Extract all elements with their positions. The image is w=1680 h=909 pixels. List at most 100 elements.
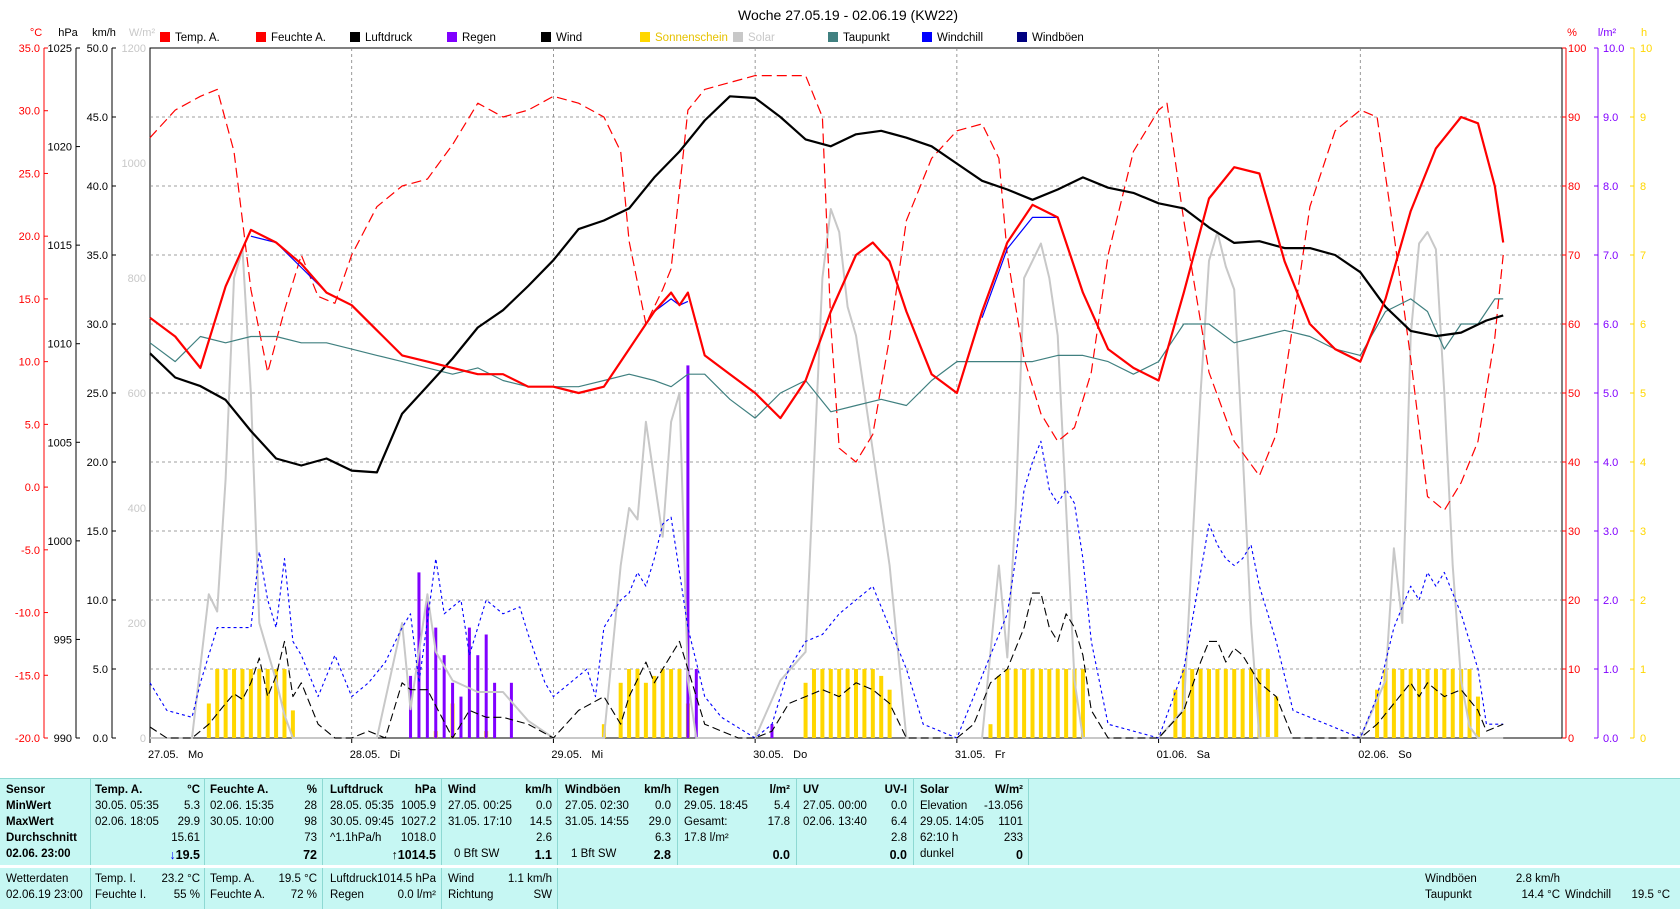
chart-legend: Temp. A. Feuchte A. Luftdruck Regen Wind Sonn… bbox=[160, 32, 1084, 44]
legend-swatch bbox=[350, 32, 360, 42]
wind-max-time: 31.05. 17:10 bbox=[448, 816, 512, 828]
rain-tick-label: 0.0 bbox=[1603, 733, 1618, 745]
sunshine-bar bbox=[248, 669, 253, 738]
temp-tick-label: -5.0 bbox=[21, 545, 40, 557]
footer-regen-label: Regen bbox=[330, 889, 364, 901]
legend-swatch bbox=[160, 32, 170, 42]
sunshine-bar bbox=[206, 703, 211, 738]
rain-bar bbox=[686, 365, 690, 738]
sunshine-bar bbox=[669, 669, 674, 738]
x-tick-label: 28.05. bbox=[350, 749, 381, 761]
temp-tick-label: 30.0 bbox=[19, 106, 40, 118]
x-tick-day: Fr bbox=[995, 749, 1006, 761]
x-tick-day: Sa bbox=[1197, 749, 1211, 761]
footer-temp-a-label: Temp. A. bbox=[210, 873, 255, 885]
sun-tick-label: 5 bbox=[1640, 388, 1646, 400]
pressure-tick-label: 1020 bbox=[48, 142, 72, 154]
gust-header: Windböen bbox=[565, 784, 621, 796]
legend-swatch bbox=[640, 32, 650, 42]
statistics-panel: Sensor MinWert MaxWert Durchschnitt 02.0… bbox=[0, 778, 1680, 865]
sunshine-bar bbox=[887, 689, 892, 738]
wind-tick-label: 15.0 bbox=[87, 526, 108, 538]
pressure-tick-label: 990 bbox=[54, 733, 72, 745]
sunshine-bar bbox=[1013, 669, 1018, 738]
footer-luftdruck: 1014.5 hPa bbox=[377, 873, 436, 885]
x-tick-day: So bbox=[1398, 749, 1411, 761]
row-current-label: 02.06. 23:00 bbox=[6, 848, 71, 860]
wind-tick-label: 45.0 bbox=[87, 112, 108, 124]
footer-feuchte-a: 72 % bbox=[290, 889, 317, 901]
sunshine-bar bbox=[1274, 696, 1279, 738]
sunshine-bar bbox=[1080, 669, 1085, 738]
rain-bar bbox=[484, 634, 488, 738]
sun-tick-label: 10 bbox=[1640, 43, 1652, 55]
sunshine-bar bbox=[265, 669, 270, 738]
pressure-min: 1005.9 bbox=[400, 800, 436, 812]
weather-chart: Woche 27.05.19 - 02.06.19 (KW22) Temp. A… bbox=[14, 7, 1653, 761]
gust-max-time: 31.05. 14:55 bbox=[565, 816, 629, 828]
footer-feuchte-a-label: Feuchte A. bbox=[210, 889, 265, 901]
humidity-tick-label: 70 bbox=[1568, 250, 1580, 262]
pressure-trend: ^1.1hPa/h bbox=[330, 832, 382, 844]
footer-richtung: SW bbox=[533, 889, 552, 901]
solar-tick-label: 600 bbox=[128, 388, 146, 400]
x-tick-day: Do bbox=[793, 749, 807, 761]
legend-label: Luftdruck bbox=[365, 32, 413, 44]
temp-header: Temp. A. bbox=[95, 784, 143, 796]
sunshine-bar bbox=[1038, 669, 1043, 738]
sunshine-bar bbox=[1408, 669, 1413, 738]
rain-bar bbox=[467, 627, 471, 738]
rain-bar bbox=[451, 682, 455, 738]
rain-max: 5.4 bbox=[774, 800, 790, 812]
gust-max: 29.0 bbox=[648, 816, 671, 828]
sunshine-bar bbox=[1198, 669, 1203, 738]
gust-unit: km/h bbox=[644, 784, 671, 796]
pressure-tick-label: 1005 bbox=[48, 437, 72, 449]
uv-header: UV bbox=[803, 784, 819, 796]
solar-tick-label: 400 bbox=[128, 503, 146, 515]
humidity-tick-label: 10 bbox=[1568, 664, 1580, 676]
footer-boeen-label: Windböen bbox=[1425, 873, 1477, 885]
temp-tick-label: 20.0 bbox=[19, 231, 40, 243]
sunshine-bar bbox=[1223, 669, 1228, 738]
sunshine-bar bbox=[1064, 669, 1069, 738]
sunshine-bar bbox=[1391, 669, 1396, 738]
rain-bar bbox=[459, 696, 463, 738]
pressure-max-time: 30.05. 09:45 bbox=[330, 816, 394, 828]
sunshine-bar bbox=[635, 669, 640, 738]
humidity-tick-label: 80 bbox=[1568, 181, 1580, 193]
rain-unit: l/m² bbox=[769, 784, 790, 796]
rain-tick-label: 1.0 bbox=[1603, 664, 1618, 676]
legend-label: Wind bbox=[556, 32, 582, 44]
solar-elev-label: Elevation bbox=[920, 800, 968, 812]
sunshine-bar bbox=[1232, 669, 1237, 738]
legend-swatch bbox=[541, 32, 551, 42]
solar-max-time: 29.05. 14:05 bbox=[920, 816, 984, 828]
rain-current: 0.0 bbox=[772, 848, 790, 862]
sunshine-bar bbox=[274, 669, 279, 738]
humidity-tick-label: 30 bbox=[1568, 526, 1580, 538]
gust-current: 2.8 bbox=[653, 848, 671, 862]
sunshine-bar bbox=[232, 669, 237, 738]
footer-feuchte-i-label: Feuchte I. bbox=[95, 889, 147, 901]
legend-label: Solar bbox=[748, 32, 775, 44]
rain-tick-label: 10.0 bbox=[1603, 43, 1624, 55]
rain-bar bbox=[476, 655, 480, 738]
sun-tick-label: 0 bbox=[1640, 733, 1646, 745]
sunshine-bar bbox=[627, 669, 632, 738]
legend-swatch bbox=[828, 32, 838, 42]
wind-axis-unit: km/h bbox=[92, 27, 116, 39]
wind-tick-label: 35.0 bbox=[87, 250, 108, 262]
solar-axis-unit: W/m² bbox=[129, 27, 156, 39]
wind-header: Wind bbox=[448, 784, 476, 796]
humidity-tick-label: 20 bbox=[1568, 595, 1580, 607]
temp-tick-label: -15.0 bbox=[15, 670, 40, 682]
solar-elev: -13.056 bbox=[983, 800, 1023, 812]
sunshine-bar bbox=[1173, 689, 1178, 738]
wind-current: 1.1 bbox=[534, 848, 552, 862]
sunshine-bar bbox=[879, 675, 884, 738]
sunshine-bar bbox=[290, 710, 295, 738]
uv-avg: 2.8 bbox=[891, 832, 907, 844]
pressure-tick-label: 1025 bbox=[48, 43, 72, 55]
sunshine-bar bbox=[1375, 689, 1380, 738]
